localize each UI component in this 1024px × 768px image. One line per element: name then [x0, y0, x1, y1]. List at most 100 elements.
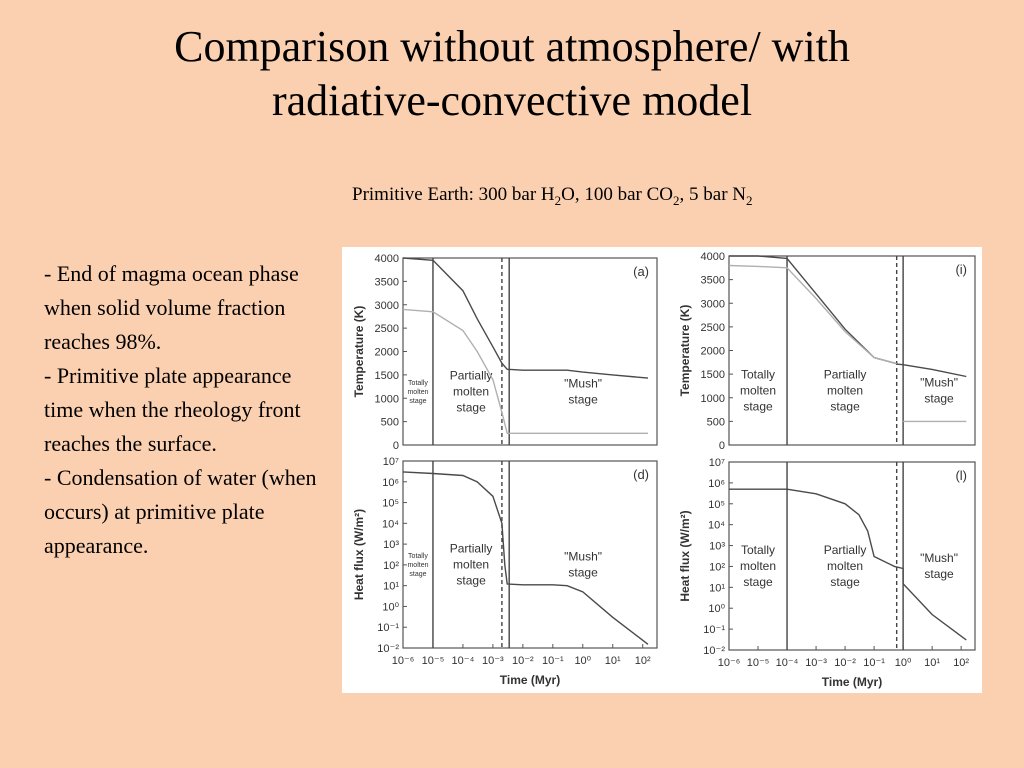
- stage-label: molten: [453, 385, 489, 399]
- subtitle-part: , 5 bar N: [679, 184, 747, 205]
- bullet: - End of magma ocean phase when solid vo…: [44, 261, 299, 354]
- x-axis-label: Time (Myr): [822, 675, 882, 689]
- y-tick-label: 1500: [701, 369, 725, 381]
- x-tick-label: 10²: [953, 657, 969, 669]
- panel-label: (a): [633, 264, 649, 279]
- stage-label: stage: [924, 567, 954, 581]
- y-tick-label: 10⁻²: [377, 643, 399, 655]
- y-tick-label: 2500: [701, 322, 725, 334]
- stage-label: stage: [743, 575, 773, 589]
- stage-label: Partially: [450, 369, 493, 383]
- stage-label: stage: [409, 398, 426, 405]
- title-line: Comparison without atmosphere/ with: [174, 22, 850, 71]
- y-tick-label: 10⁵: [708, 499, 725, 511]
- y-tick-label: 10⁷: [709, 457, 725, 469]
- plot-frame: [402, 460, 658, 649]
- x-tick-label: 10⁻⁴: [776, 657, 799, 669]
- y-tick-label: 10²: [709, 561, 725, 573]
- stage-label: Partially: [824, 368, 867, 382]
- subscript: 2: [746, 192, 753, 208]
- x-tick-label: 10²: [635, 655, 651, 667]
- stage-label: stage: [830, 400, 860, 414]
- panel-label: (i): [955, 262, 967, 277]
- stage-label: molten: [740, 559, 776, 573]
- y-tick-label: 2000: [375, 347, 399, 359]
- data-line: [729, 488, 967, 641]
- stage-label: "Mush": [564, 550, 602, 564]
- y-tick-label: 4000: [375, 253, 399, 265]
- panel-label: (l): [955, 468, 967, 483]
- stage-label: Partially: [824, 543, 867, 557]
- title-line: radiative-convective model: [271, 76, 753, 125]
- stage-label: Totally: [741, 368, 775, 382]
- y-tick-label: 10⁴: [708, 520, 725, 532]
- stage-label: "Mush": [920, 376, 958, 390]
- stage-label: "Mush": [564, 377, 602, 391]
- y-tick-label: 10⁵: [382, 498, 399, 510]
- figure-background: [342, 247, 982, 693]
- y-tick-label: 10⁻¹: [377, 622, 399, 634]
- stage-label: molten: [407, 389, 428, 396]
- y-tick-label: 4000: [701, 251, 725, 263]
- x-tick-label: 10⁻⁵: [747, 657, 770, 669]
- subtitle: Primitive Earth: 300 bar H2O, 100 bar CO…: [352, 184, 753, 209]
- x-axis-label: Time (Myr): [500, 673, 560, 687]
- x-tick-label: 10⁻¹: [542, 655, 564, 667]
- y-tick-label: 3500: [701, 275, 725, 287]
- x-tick-label: 10⁻⁶: [718, 657, 741, 669]
- x-tick-label: 10⁻²: [834, 657, 856, 669]
- y-tick-label: 10⁻²: [703, 645, 725, 657]
- x-tick-label: 10¹: [924, 657, 940, 669]
- stage-label: stage: [409, 571, 426, 578]
- y-tick-label: 500: [707, 416, 725, 428]
- y-tick-label: 0: [393, 440, 399, 452]
- y-axis-label: Heat flux (W/m²): [678, 510, 692, 601]
- bullet: - Condensation of water (when occurs) at…: [44, 465, 317, 558]
- y-tick-label: 10⁰: [708, 603, 725, 615]
- y-tick-label: 10³: [709, 541, 725, 553]
- stage-label: molten: [827, 559, 863, 573]
- subscript: 2: [554, 192, 562, 208]
- y-tick-label: 1500: [375, 370, 399, 382]
- y-tick-label: 10¹: [383, 581, 399, 593]
- stage-label: stage: [568, 566, 598, 580]
- bullet-list: - End of magma ocean phase when solid vo…: [44, 257, 324, 563]
- x-tick-label: 10⁻⁶: [392, 655, 415, 667]
- y-tick-label: 3500: [375, 276, 399, 288]
- stage-label: molten: [827, 384, 863, 398]
- x-tick-label: 10⁻⁵: [422, 655, 445, 667]
- x-tick-label: 10⁻¹: [863, 657, 885, 669]
- y-tick-label: 10⁰: [382, 601, 399, 613]
- slide-title: Comparison without atmosphere/ with radi…: [0, 20, 1024, 128]
- y-tick-label: 10⁻¹: [703, 624, 725, 636]
- data-line: [402, 257, 649, 379]
- x-tick-label: 10¹: [605, 655, 621, 667]
- data-line: [402, 308, 648, 434]
- x-tick-label: 10⁻³: [482, 655, 504, 667]
- subtitle-part: O, 100 bar CO: [561, 184, 674, 205]
- data-line: [402, 471, 649, 645]
- y-tick-label: 10²: [383, 560, 399, 572]
- subtitle-part: Primitive Earth: 300 bar H: [352, 184, 555, 205]
- stage-label: molten: [407, 562, 428, 569]
- stage-label: stage: [456, 401, 486, 415]
- y-tick-label: 10⁶: [382, 477, 399, 489]
- stage-label: molten: [453, 558, 489, 572]
- y-tick-label: 10⁴: [382, 518, 399, 530]
- stage-label: Totally: [741, 543, 775, 557]
- stage-label: Partially: [450, 542, 493, 556]
- stage-label: stage: [830, 575, 860, 589]
- y-axis-label: Heat flux (W/m²): [352, 509, 366, 600]
- stage-label: stage: [924, 392, 954, 406]
- y-tick-label: 10¹: [709, 582, 725, 594]
- x-tick-label: 10⁻²: [512, 655, 534, 667]
- x-tick-label: 10⁰: [574, 655, 591, 667]
- bullet: - Primitive plate appearance time when t…: [44, 363, 301, 456]
- subscript: 2: [673, 192, 680, 208]
- stage-label: stage: [568, 393, 598, 407]
- stage-label: stage: [743, 400, 773, 414]
- y-tick-label: 500: [381, 417, 399, 429]
- panel-label: (d): [633, 467, 649, 482]
- y-tick-label: 3000: [701, 298, 725, 310]
